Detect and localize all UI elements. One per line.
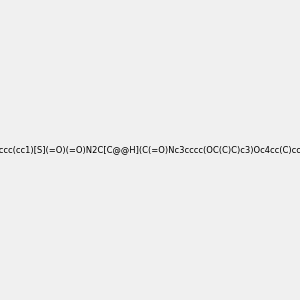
- Text: Cc1ccc(cc1)[S](=O)(=O)N2C[C@@H](C(=O)Nc3cccc(OC(C)C)c3)Oc4cc(C)ccc42: Cc1ccc(cc1)[S](=O)(=O)N2C[C@@H](C(=O)Nc3…: [0, 146, 300, 154]
